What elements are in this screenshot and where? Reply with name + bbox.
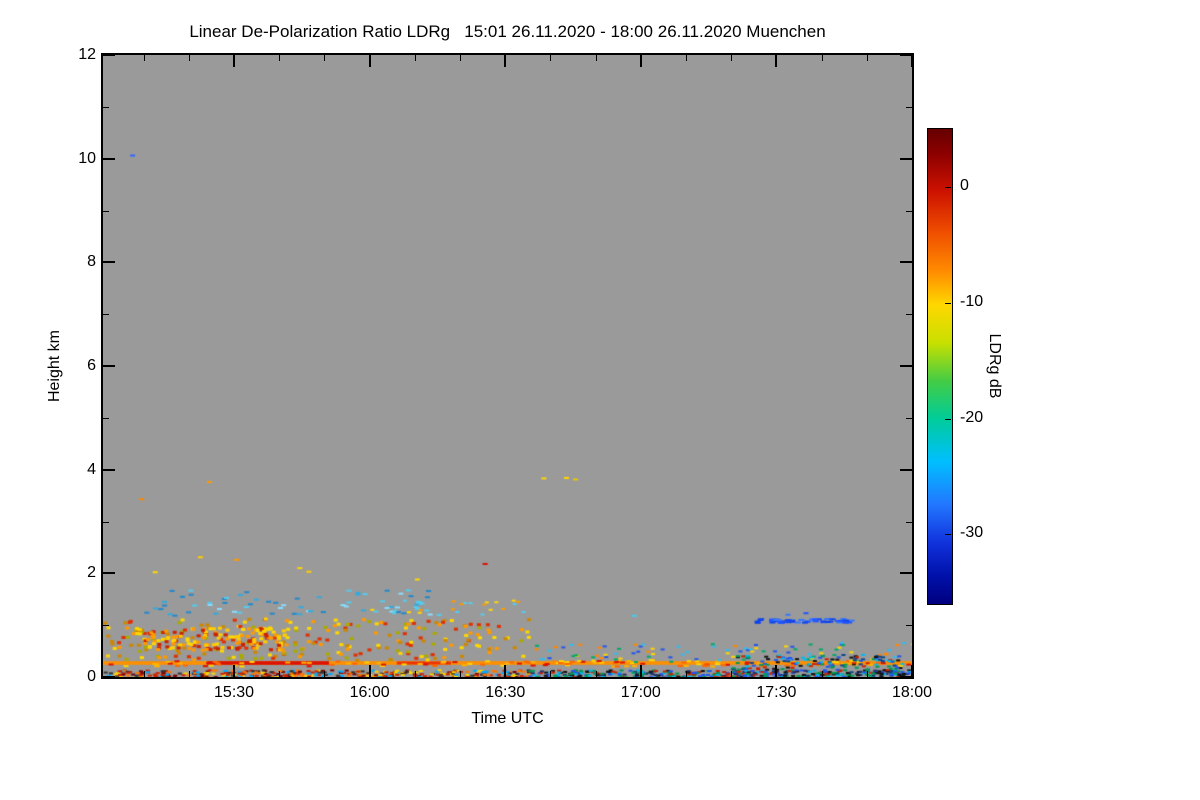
tick-mark	[550, 55, 552, 61]
x-axis-label: Time UTC	[471, 710, 544, 727]
tick-mark	[911, 55, 913, 67]
tick-mark	[775, 665, 778, 677]
tick-mark	[143, 671, 145, 677]
tick-mark	[103, 210, 109, 212]
y-tick-label: 12	[78, 46, 96, 63]
tick-mark	[906, 314, 912, 316]
tick-mark	[103, 572, 115, 575]
tick-mark	[460, 671, 462, 677]
tick-mark	[900, 572, 912, 575]
colorbar-tick-mark	[945, 302, 951, 304]
tick-mark	[866, 55, 868, 61]
y-tick-label: 8	[87, 253, 96, 271]
tick-mark	[103, 314, 109, 316]
colorbar-tick-mark	[945, 186, 951, 188]
tick-mark	[906, 625, 912, 627]
heatmap-canvas	[103, 55, 912, 677]
y-tick-label: 0	[87, 668, 96, 685]
tick-mark	[368, 665, 371, 677]
tick-mark	[324, 55, 326, 61]
tick-mark	[103, 365, 115, 367]
tick-mark	[103, 625, 109, 627]
colorbar-gradient	[928, 129, 952, 604]
colorbar	[927, 128, 953, 605]
colorbar-tick-label: -10	[960, 292, 984, 310]
tick-mark	[900, 261, 912, 264]
tick-mark	[900, 54, 912, 56]
tick-mark	[103, 54, 115, 56]
tick-mark	[686, 55, 688, 61]
x-tick-label: 15:30	[214, 684, 255, 701]
colorbar-tick-mark	[945, 534, 951, 536]
tick-mark	[143, 55, 145, 61]
tick-mark	[233, 665, 236, 677]
tick-mark	[279, 55, 281, 61]
colorbar-tick-label: -20	[960, 408, 984, 426]
tick-mark	[821, 671, 823, 677]
tick-mark	[188, 55, 190, 61]
tick-mark	[279, 671, 281, 677]
tick-mark	[906, 417, 912, 419]
y-tick-label: 4	[87, 460, 96, 478]
tick-mark	[103, 417, 109, 419]
tick-mark	[414, 55, 416, 61]
tick-mark	[103, 106, 109, 108]
tick-mark	[103, 261, 115, 264]
tick-mark	[639, 55, 642, 67]
x-tick-label: 16:30	[485, 684, 526, 701]
tick-mark	[504, 55, 507, 67]
tick-mark	[900, 157, 912, 160]
tick-mark	[900, 365, 912, 367]
tick-mark	[686, 671, 688, 677]
colorbar-tick-label: 0	[960, 176, 969, 194]
tick-mark	[595, 671, 597, 677]
x-tick-label: 16:00	[349, 684, 390, 701]
y-tick-label: 10	[78, 149, 96, 167]
colorbar-tick-label: -30	[960, 524, 984, 542]
tick-mark	[504, 665, 507, 677]
tick-mark	[550, 671, 552, 677]
tick-mark	[460, 55, 462, 61]
tick-mark	[775, 55, 778, 67]
tick-mark	[595, 55, 597, 61]
y-tick-label: 2	[87, 564, 96, 582]
tick-mark	[103, 468, 115, 471]
tick-mark	[821, 55, 823, 61]
tick-mark	[233, 55, 236, 67]
tick-mark	[731, 55, 733, 61]
tick-mark	[906, 210, 912, 212]
tick-mark	[906, 521, 912, 523]
x-tick-label: 18:00	[891, 684, 933, 701]
tick-mark	[639, 665, 642, 677]
tick-mark	[900, 676, 912, 678]
tick-mark	[911, 665, 913, 677]
plot-area	[101, 53, 914, 679]
tick-mark	[188, 671, 190, 677]
y-tick-label: 6	[87, 357, 96, 374]
tick-mark	[900, 468, 912, 471]
x-tick-label: 17:00	[620, 684, 661, 701]
tick-mark	[731, 671, 733, 677]
chart-title: Linear De-Polarization Ratio LDRg 15:01 …	[189, 22, 826, 41]
tick-mark	[414, 671, 416, 677]
tick-mark	[103, 521, 109, 523]
tick-mark	[866, 671, 868, 677]
tick-mark	[324, 671, 326, 677]
tick-mark	[906, 106, 912, 108]
colorbar-tick-mark	[945, 418, 951, 420]
tick-mark	[368, 55, 371, 67]
tick-mark	[103, 157, 115, 160]
x-tick-label: 17:30	[756, 684, 797, 701]
tick-mark	[103, 676, 115, 678]
